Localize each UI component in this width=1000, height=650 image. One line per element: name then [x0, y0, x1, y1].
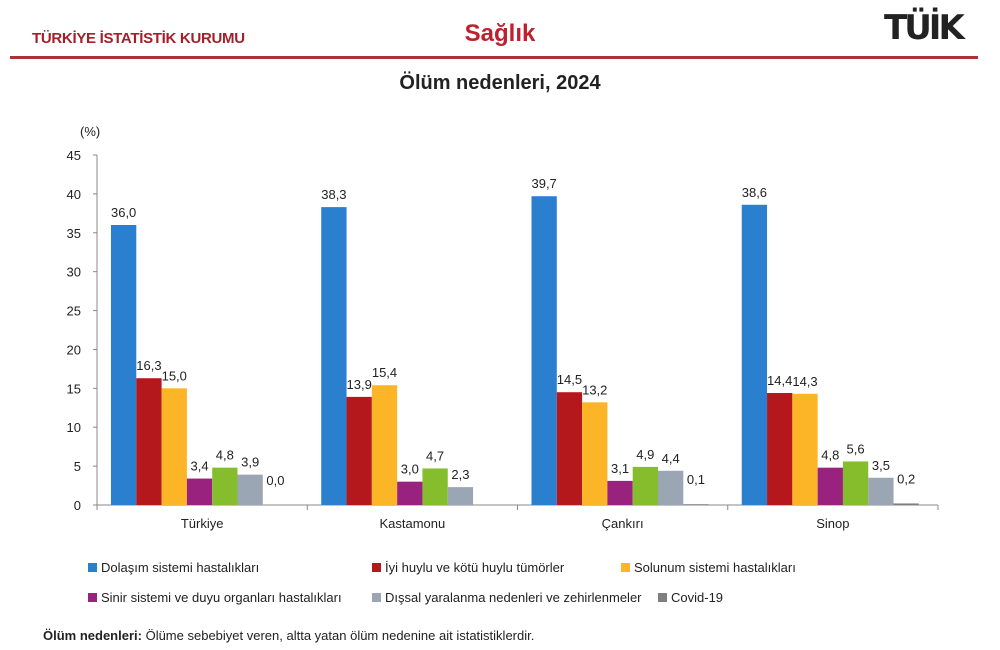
bar	[447, 487, 474, 505]
legend-label: Covid-19	[671, 590, 724, 605]
legend-label: Sinir sistemi ve duyu organları hastalık…	[101, 590, 342, 605]
data-label: 15,0	[162, 368, 187, 383]
data-label: 36,0	[111, 205, 136, 220]
data-label: 4,7	[426, 448, 444, 463]
data-label: 15,4	[372, 365, 397, 380]
bar	[893, 503, 919, 505]
legend-swatch	[88, 563, 97, 572]
data-label: 0,2	[897, 471, 915, 486]
bar	[161, 388, 187, 505]
legend-swatch	[372, 593, 381, 602]
data-label: 38,3	[321, 187, 346, 202]
data-label: 3,5	[872, 458, 890, 473]
bar	[556, 392, 583, 505]
data-label: 13,2	[582, 382, 607, 397]
bar	[422, 468, 448, 505]
legend-label: İyi huylu ve kötü huylu tümörler	[385, 560, 565, 575]
data-label: 38,6	[742, 185, 767, 200]
legend-swatch	[372, 563, 381, 572]
data-label: 39,7	[531, 176, 556, 191]
legend-label: Dışsal yaralanma nedenleri ve zehirlenme…	[385, 590, 642, 605]
data-label: 2,3	[451, 467, 469, 482]
y-tick-label: 10	[67, 420, 81, 435]
bar	[683, 504, 709, 505]
legend-swatch	[88, 593, 97, 602]
bar	[868, 477, 894, 505]
data-label: 14,4	[767, 373, 792, 388]
data-label: 3,9	[241, 455, 259, 470]
bar	[607, 480, 633, 505]
header-divider	[10, 56, 978, 59]
data-label: 0,0	[266, 473, 284, 488]
footnote-label: Ölüm nedenleri:	[43, 628, 142, 643]
data-label: 5,6	[847, 441, 865, 456]
bar	[632, 466, 658, 505]
y-tick-label: 25	[67, 304, 81, 319]
bar	[658, 470, 684, 505]
data-label: 3,1	[611, 461, 629, 476]
legend-label: Solunum sistemi hastalıkları	[634, 560, 796, 575]
bar	[741, 204, 768, 505]
bar	[371, 385, 398, 505]
y-tick-label: 0	[74, 498, 81, 513]
data-label: 4,4	[662, 451, 680, 466]
bar-chart: (%) 0 5 10 15 20 25 30 35 40 45 Türkiye Kastamonu Ça…	[67, 124, 939, 531]
y-axis-label: (%)	[80, 124, 100, 139]
data-label: 16,3	[136, 358, 161, 373]
bar	[186, 478, 213, 505]
data-label: 0,1	[687, 472, 705, 487]
footnote-text: Ölüme sebebiyet veren, altta yatan ölüm …	[141, 628, 535, 643]
legend-item: Covid-19	[658, 590, 723, 605]
y-tick-label: 35	[67, 226, 81, 241]
data-label: 3,0	[401, 462, 419, 477]
legend-item: Sinir sistemi ve duyu organları hastalık…	[88, 590, 342, 605]
data-label: 3,4	[191, 459, 209, 474]
chart-title: Ölüm nedenleri, 2024	[399, 72, 601, 94]
bar	[111, 225, 137, 505]
x-tick-label: Türkiye	[181, 516, 224, 531]
bar	[531, 196, 557, 505]
legend-swatch	[658, 593, 667, 602]
org-name: TÜRKİYE İSTATİSTİK KURUMU	[32, 30, 245, 47]
data-label: 4,8	[821, 448, 839, 463]
data-label: 14,3	[792, 374, 817, 389]
bar	[842, 461, 869, 505]
data-label: 4,9	[636, 447, 654, 462]
bar	[321, 207, 347, 505]
y-tick-label: 45	[67, 148, 81, 163]
tuik-logo: TÜİK	[884, 8, 965, 48]
legend-item: İyi huylu ve kötü huylu tümörler	[372, 560, 564, 575]
y-tick-label: 5	[74, 459, 81, 474]
legend-item: Dolaşım sistemi hastalıkları	[88, 560, 259, 575]
bar	[397, 481, 423, 505]
data-label: 4,8	[216, 448, 234, 463]
section-title: Sağlık	[464, 20, 536, 47]
bar	[792, 393, 818, 505]
bar	[767, 393, 793, 505]
bar	[136, 378, 162, 505]
x-tick-label: Kastamonu	[379, 516, 445, 531]
data-label: 14,5	[557, 372, 582, 387]
data-label: 13,9	[347, 377, 372, 392]
y-tick-label: 20	[67, 342, 81, 357]
legend-item: Dışsal yaralanma nedenleri ve zehirlenme…	[372, 590, 642, 605]
bar	[582, 402, 608, 505]
y-tick-label: 30	[67, 265, 81, 280]
legend-label: Dolaşım sistemi hastalıkları	[101, 560, 260, 575]
legend-swatch	[621, 563, 630, 572]
x-tick-label: Sinop	[816, 516, 849, 531]
y-tick-label: 15	[67, 381, 81, 396]
x-tick-label: Çankırı	[602, 516, 644, 531]
bar	[346, 396, 372, 505]
bar	[212, 467, 238, 505]
bar	[817, 467, 843, 505]
footnote: Ölüm nedenleri: Ölüme sebebiyet veren, a…	[43, 628, 534, 643]
y-tick-label: 40	[67, 187, 81, 202]
legend-item: Solunum sistemi hastalıkları	[621, 560, 796, 575]
bar	[237, 474, 263, 505]
